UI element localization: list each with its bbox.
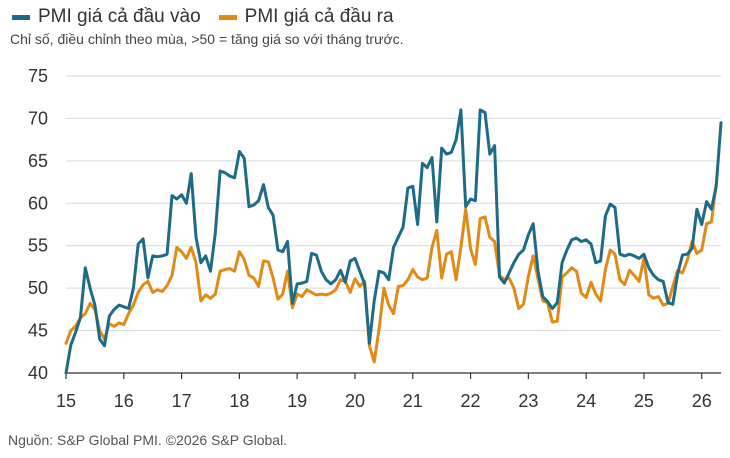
- legend-label-output-prices: PMI giá cả đầu ra: [244, 6, 394, 27]
- y-tick-label-65: 65: [28, 151, 48, 171]
- legend-swatch-output-prices: [218, 14, 237, 20]
- chart-subtitle: Chỉ số, điều chỉnh theo mùa, >50 = tăng …: [10, 31, 404, 47]
- x-tick-label-17: 17: [172, 391, 192, 411]
- x-tick-label-25: 25: [634, 391, 654, 411]
- source-note: Nguồn: S&P Global PMI. ©2026 S&P Global.: [8, 432, 288, 448]
- series-line-input-prices: [64, 108, 723, 375]
- legend-item-input-prices: PMI giá cả đầu vào: [12, 6, 201, 28]
- x-tick-label-21: 21: [403, 391, 423, 411]
- legend: PMI giá cả đầu vào PMI giá cả đầu ra: [12, 4, 412, 30]
- x-tick-label-15: 15: [56, 391, 76, 411]
- x-tick-label-18: 18: [229, 391, 249, 411]
- x-tick-label-26: 26: [692, 391, 712, 411]
- y-tick-label-50: 50: [28, 278, 48, 298]
- x-tick-label-16: 16: [114, 391, 134, 411]
- y-tick-label-45: 45: [28, 321, 48, 341]
- x-tick-label-22: 22: [461, 391, 481, 411]
- y-tick-label-75: 75: [28, 66, 48, 86]
- legend-item-output-prices: PMI giá cả đầu ra: [218, 6, 394, 28]
- legend-label-input-prices: PMI giá cả đầu vào: [38, 6, 201, 27]
- series-line-output-prices: [64, 182, 718, 364]
- y-tick-label-60: 60: [28, 193, 48, 213]
- y-tick-label-55: 55: [28, 236, 48, 256]
- x-tick-label-23: 23: [518, 391, 538, 411]
- x-tick-label-19: 19: [287, 391, 307, 411]
- x-tick-label-20: 20: [345, 391, 365, 411]
- y-tick-label-40: 40: [28, 363, 48, 383]
- y-tick-label-70: 70: [28, 108, 48, 128]
- legend-swatch-input-prices: [12, 14, 30, 20]
- x-tick-label-24: 24: [576, 391, 596, 411]
